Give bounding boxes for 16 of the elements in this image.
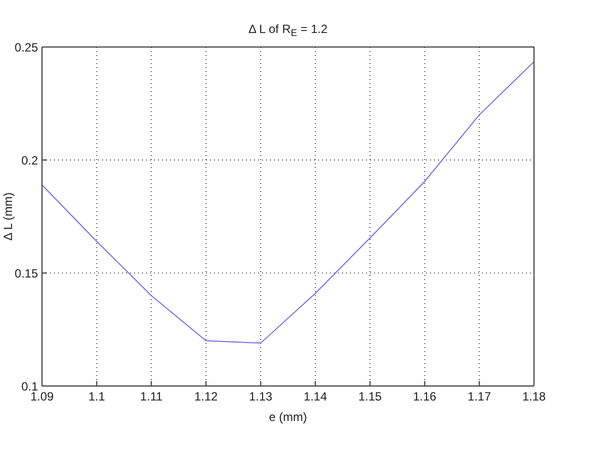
x-tick-label: 1.11: [140, 390, 163, 404]
y-axis-title: Δ L (mm): [1, 192, 15, 241]
y-tick-label: 0.15: [14, 266, 38, 280]
x-tick-label: 1.14: [304, 390, 328, 404]
y-tick-label: 0.25: [14, 40, 38, 54]
chart-title: Δ L of R$_{E}$ = 1.2: [248, 22, 328, 39]
x-tick-label: 1.17: [468, 390, 492, 404]
x-tick-label: 1.13: [248, 390, 273, 404]
x-tick-label: 1.16: [412, 390, 437, 404]
x-tick-label: 1.1: [88, 390, 106, 404]
y-tick-label: 0.2: [21, 153, 38, 168]
x-axis-title: e (mm): [269, 410, 307, 424]
x-tick-label: 1.18: [522, 390, 546, 404]
line-series: [42, 61, 534, 344]
x-tick-label: 1.15: [358, 390, 382, 404]
x-tick-label: 1.12: [194, 390, 218, 404]
